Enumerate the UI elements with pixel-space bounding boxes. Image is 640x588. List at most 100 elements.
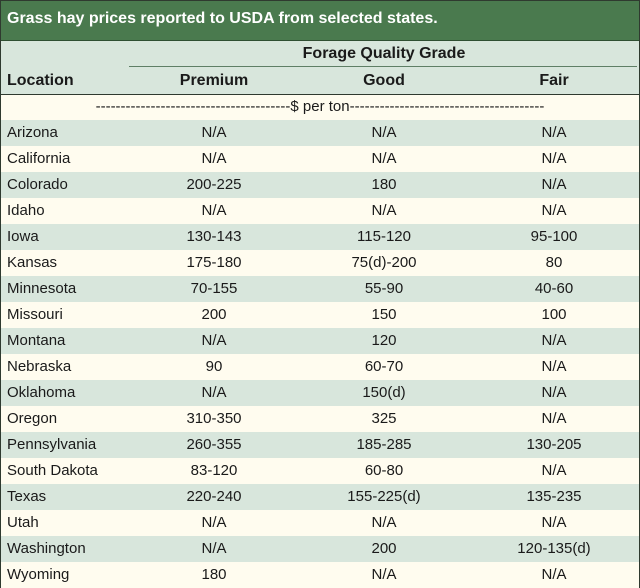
location-cell: Oklahoma bbox=[7, 384, 76, 401]
fair-price-cell: N/A bbox=[541, 462, 567, 479]
premium-price-cell: 220-240 bbox=[186, 488, 242, 505]
fair-price-cell: N/A bbox=[541, 176, 567, 193]
premium-price-cell: N/A bbox=[201, 202, 227, 219]
fair-price-cell: 120-135(d) bbox=[517, 540, 591, 557]
fair-price-cell: N/A bbox=[541, 358, 567, 375]
good-price-cell: N/A bbox=[371, 202, 397, 219]
premium-price-cell: 130-143 bbox=[186, 228, 242, 245]
premium-price-cell: N/A bbox=[201, 150, 227, 167]
table-row: Oklahoma N/A 150(d) N/A bbox=[1, 380, 639, 406]
premium-price-cell: N/A bbox=[201, 540, 227, 557]
location-cell: California bbox=[7, 150, 71, 167]
good-price-cell: 180 bbox=[371, 176, 397, 193]
location-cell: Colorado bbox=[7, 176, 68, 193]
location-cell: Wyoming bbox=[7, 566, 70, 583]
premium-price-cell: 175-180 bbox=[186, 254, 242, 271]
location-cell: South Dakota bbox=[7, 462, 98, 479]
good-price-cell: 325 bbox=[371, 410, 397, 427]
premium-price-cell: 260-355 bbox=[186, 436, 242, 453]
premium-price-cell: 70-155 bbox=[190, 280, 238, 297]
table-body: Arizona N/A N/A N/A California N/A N/A N/A Color… bbox=[1, 120, 639, 588]
good-price-cell: N/A bbox=[371, 150, 397, 167]
fair-price-cell: N/A bbox=[541, 150, 567, 167]
fair-price-cell: 130-205 bbox=[526, 436, 582, 453]
location-cell: Missouri bbox=[7, 306, 63, 323]
good-price-cell: 60-80 bbox=[364, 462, 404, 479]
table-row: Iowa 130-143 115-120 95-100 bbox=[1, 224, 639, 250]
table-row: Nebraska 90 60-70 N/A bbox=[1, 354, 639, 380]
good-price-cell: 155-225(d) bbox=[347, 488, 421, 505]
fair-price-cell: N/A bbox=[541, 202, 567, 219]
table-row: California N/A N/A N/A bbox=[1, 146, 639, 172]
table-row: Arizona N/A N/A N/A bbox=[1, 120, 639, 146]
premium-price-cell: N/A bbox=[201, 332, 227, 349]
premium-price-cell: 83-120 bbox=[190, 462, 238, 479]
good-price-cell: 55-90 bbox=[364, 280, 404, 297]
location-cell: Oregon bbox=[7, 410, 58, 427]
table-header bbox=[1, 41, 639, 95]
fair-price-cell: N/A bbox=[541, 566, 567, 583]
fair-price-cell: 40-60 bbox=[534, 280, 574, 297]
column-header-good: Good bbox=[363, 72, 405, 89]
table-row: Washington N/A 200 120-135(d) bbox=[1, 536, 639, 562]
location-cell: Utah bbox=[7, 514, 39, 531]
table-row: Colorado 200-225 180 N/A bbox=[1, 172, 639, 198]
group-header-divider bbox=[129, 66, 637, 67]
fair-price-cell: 95-100 bbox=[530, 228, 578, 245]
good-price-cell: 75(d)-200 bbox=[351, 254, 417, 271]
location-cell: Idaho bbox=[7, 202, 45, 219]
table-row: Pennsylvania 260-355 185-285 130-205 bbox=[1, 432, 639, 458]
good-price-cell: 120 bbox=[371, 332, 397, 349]
fair-price-cell: 100 bbox=[541, 306, 567, 323]
table-row: Wyoming 180 N/A N/A bbox=[1, 562, 639, 588]
good-price-cell: N/A bbox=[371, 514, 397, 531]
good-price-cell: 150(d) bbox=[362, 384, 406, 401]
unit-label: ---------------------------------------$… bbox=[95, 98, 545, 115]
table-row: Utah N/A N/A N/A bbox=[1, 510, 639, 536]
fair-price-cell: N/A bbox=[541, 332, 567, 349]
good-price-cell: 115-120 bbox=[357, 228, 411, 245]
premium-price-cell: N/A bbox=[201, 384, 227, 401]
table-title: Grass hay prices reported to USDA from s… bbox=[7, 10, 438, 27]
location-cell: Nebraska bbox=[7, 358, 72, 375]
table-title-bar: Grass hay prices reported to USDA from s… bbox=[1, 1, 639, 41]
good-price-cell: N/A bbox=[371, 566, 397, 583]
unit-row: ---------------------------------------$… bbox=[1, 95, 639, 120]
location-cell: Pennsylvania bbox=[7, 436, 97, 453]
fair-price-cell: 135-235 bbox=[526, 488, 582, 505]
location-cell: Minnesota bbox=[7, 280, 77, 297]
table-row: Texas 220-240 155-225(d) 135-235 bbox=[1, 484, 639, 510]
good-price-cell: 150 bbox=[371, 306, 397, 323]
column-header-location: Location bbox=[7, 72, 74, 89]
fair-price-cell: N/A bbox=[541, 410, 567, 427]
table-row: South Dakota 83-120 60-80 N/A bbox=[1, 458, 639, 484]
location-cell: Arizona bbox=[7, 124, 58, 141]
good-price-cell: 185-285 bbox=[356, 436, 412, 453]
location-cell: Texas bbox=[7, 488, 47, 505]
premium-price-cell: N/A bbox=[201, 514, 227, 531]
premium-price-cell: 310-350 bbox=[186, 410, 242, 427]
location-cell: Iowa bbox=[7, 228, 39, 245]
premium-price-cell: 180 bbox=[201, 566, 227, 583]
column-header-fair: Fair bbox=[539, 72, 569, 89]
fair-price-cell: N/A bbox=[541, 514, 567, 531]
good-price-cell: 200 bbox=[371, 540, 397, 557]
table-row: Idaho N/A N/A N/A bbox=[1, 198, 639, 224]
premium-price-cell: 200-225 bbox=[186, 176, 242, 193]
forage-quality-grade-header: Forage Quality Grade bbox=[302, 45, 466, 62]
table-row: Kansas 175-180 75(d)-200 80 bbox=[1, 250, 639, 276]
fair-price-cell: 80 bbox=[545, 254, 563, 271]
table-row: Missouri 200 150 100 bbox=[1, 302, 639, 328]
table-row: Oregon 310-350 325 N/A bbox=[1, 406, 639, 432]
fair-price-cell: N/A bbox=[541, 124, 567, 141]
table-row: Minnesota 70-155 55-90 40-60 bbox=[1, 276, 639, 302]
location-cell: Kansas bbox=[7, 254, 58, 271]
premium-price-cell: N/A bbox=[201, 124, 227, 141]
fair-price-cell: N/A bbox=[541, 384, 567, 401]
premium-price-cell: 90 bbox=[205, 358, 223, 375]
premium-price-cell: 200 bbox=[201, 306, 227, 323]
location-cell: Washington bbox=[7, 540, 86, 557]
good-price-cell: N/A bbox=[371, 124, 397, 141]
table-row: Montana N/A 120 N/A bbox=[1, 328, 639, 354]
location-cell: Montana bbox=[7, 332, 66, 349]
